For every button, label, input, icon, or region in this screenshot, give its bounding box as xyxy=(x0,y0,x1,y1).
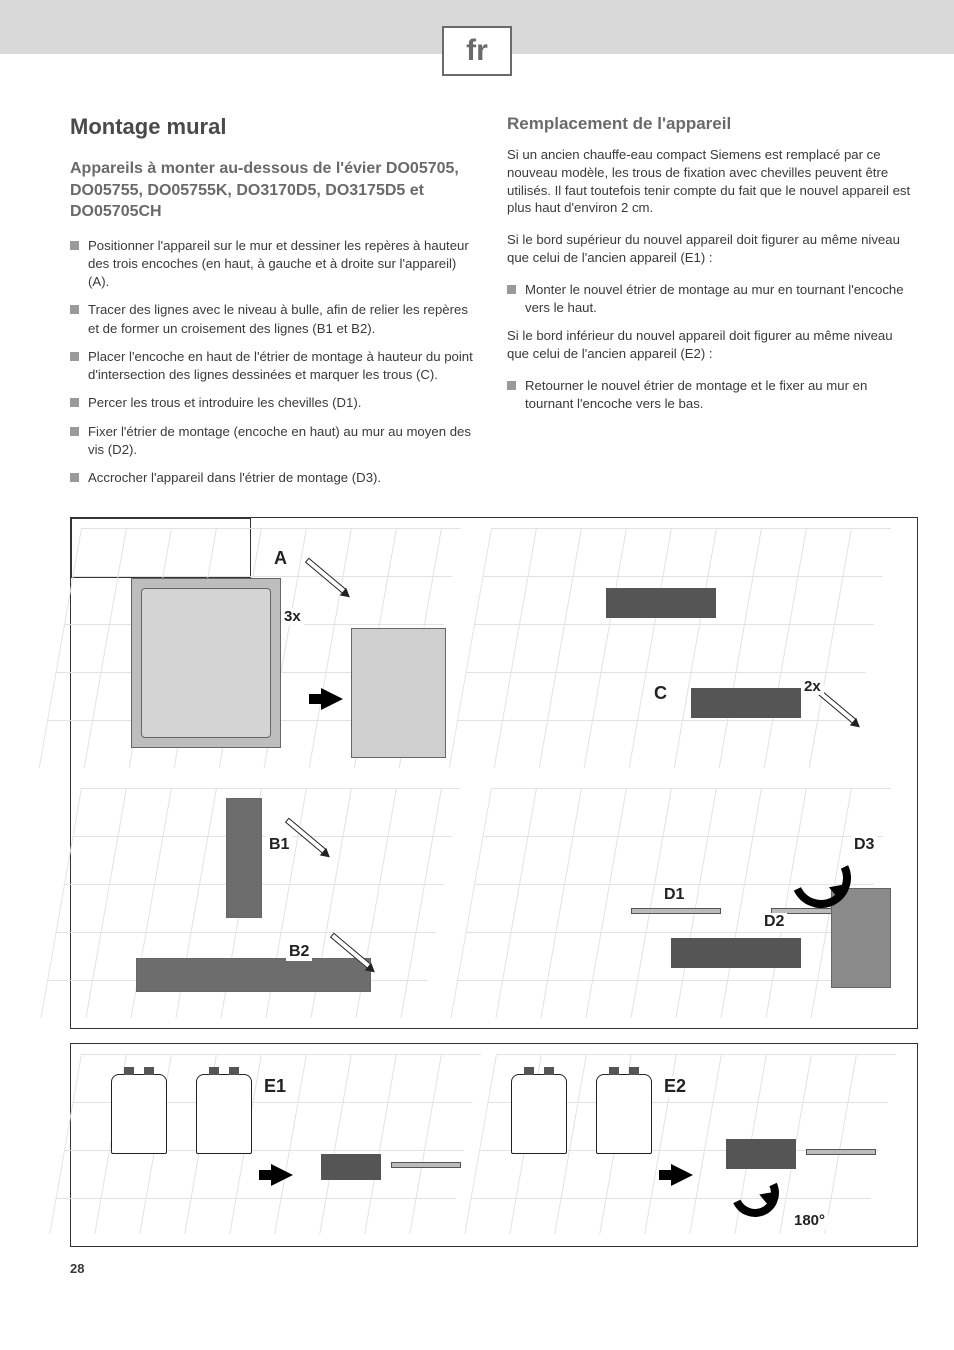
device-back xyxy=(831,888,891,988)
label-2x: 2x xyxy=(801,678,824,695)
old-device-icon xyxy=(511,1074,567,1154)
device-zoom xyxy=(351,628,446,758)
left-column: Montage mural Appareils à monter au-dess… xyxy=(70,114,481,497)
header-bar: fr xyxy=(0,0,954,54)
arrow-icon xyxy=(671,1164,693,1186)
label-180: 180° xyxy=(791,1212,828,1229)
device-front xyxy=(141,588,271,738)
screw-icon xyxy=(391,1162,461,1168)
list-item: Fixer l'étrier de montage (encoche en ha… xyxy=(70,423,481,459)
paragraph: Si le bord supérieur du nouvel appareil … xyxy=(507,231,918,267)
page-content: Montage mural Appareils à monter au-dess… xyxy=(0,54,954,1296)
level-horizontal xyxy=(136,958,371,992)
level-vertical xyxy=(226,798,262,918)
bracket-small xyxy=(691,688,801,718)
bullet-list: Retourner le nouvel étrier de montage et… xyxy=(507,377,918,413)
page-number: 28 xyxy=(70,1261,918,1276)
arrow-icon xyxy=(271,1164,293,1186)
list-item: Percer les trous et introduire les chevi… xyxy=(70,394,481,412)
bracket-icon xyxy=(321,1154,381,1180)
list-item: Positionner l'appareil sur le mur et des… xyxy=(70,237,481,292)
diagram-mounting: A 3x B1 B2 C 2x D1 D2 D3 xyxy=(70,517,918,1029)
steps-list: Positionner l'appareil sur le mur et des… xyxy=(70,237,481,487)
list-item: Accrocher l'appareil dans l'étrier de mo… xyxy=(70,469,481,487)
list-item: Placer l'encoche en haut de l'étrier de … xyxy=(70,348,481,384)
paragraph: Si un ancien chauffe-eau compact Siemens… xyxy=(507,146,918,217)
heading-main: Montage mural xyxy=(70,114,481,140)
label-B2: B2 xyxy=(286,943,312,961)
label-E1: E1 xyxy=(261,1076,289,1097)
diagram-replacement: E1 E2 180° xyxy=(70,1043,918,1247)
arrow-icon xyxy=(321,688,343,710)
new-device-icon xyxy=(596,1074,652,1154)
right-column: Remplacement de l'appareil Si un ancien … xyxy=(507,114,918,497)
screw-icon xyxy=(806,1149,876,1155)
label-B1: B1 xyxy=(266,836,292,854)
label-C: C xyxy=(651,683,670,704)
paragraph: Si le bord inférieur du nouvel appareil … xyxy=(507,327,918,363)
label-E2: E2 xyxy=(661,1076,689,1097)
list-item: Monter le nouvel étrier de montage au mu… xyxy=(507,281,918,317)
screw-icon xyxy=(631,908,721,914)
label-D3: D3 xyxy=(851,836,877,854)
bracket-icon xyxy=(726,1139,796,1169)
heading-models: Appareils à monter au-dessous de l'évier… xyxy=(70,158,481,223)
heading-replacement: Remplacement de l'appareil xyxy=(507,114,918,134)
grid-panel xyxy=(449,528,891,768)
old-device-icon xyxy=(111,1074,167,1154)
list-item: Tracer des lignes avec le niveau à bulle… xyxy=(70,301,481,337)
label-D1: D1 xyxy=(661,886,687,904)
bullet-list: Monter le nouvel étrier de montage au mu… xyxy=(507,281,918,317)
bracket-icon xyxy=(671,938,801,968)
list-item: Retourner le nouvel étrier de montage et… xyxy=(507,377,918,413)
bracket-icon xyxy=(606,588,716,618)
new-device-icon xyxy=(196,1074,252,1154)
label-A: A xyxy=(271,548,290,569)
label-D2: D2 xyxy=(761,913,787,931)
language-badge: fr xyxy=(442,26,512,76)
label-3x: 3x xyxy=(281,608,304,625)
